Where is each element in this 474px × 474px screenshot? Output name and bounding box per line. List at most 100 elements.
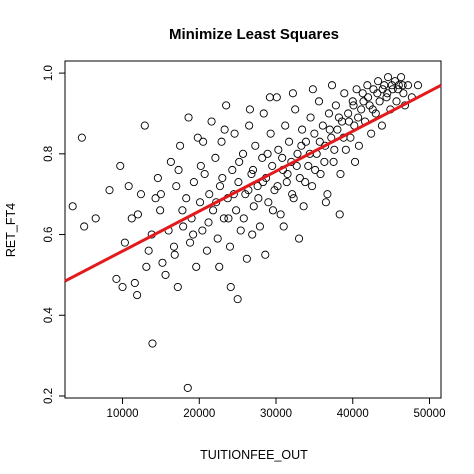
data-point	[230, 129, 239, 138]
data-point	[403, 81, 413, 90]
x-tick-label: 10000	[107, 408, 139, 420]
data-point	[270, 186, 279, 195]
data-point	[91, 214, 100, 223]
data-point	[241, 190, 250, 199]
data-point	[354, 141, 363, 150]
data-point	[283, 169, 292, 179]
data-point	[245, 121, 254, 130]
data-point	[189, 230, 198, 239]
data-point	[116, 161, 125, 170]
data-point	[387, 81, 396, 90]
data-point	[239, 214, 248, 223]
data-point	[184, 113, 193, 122]
data-point	[301, 178, 310, 187]
data-point	[279, 222, 288, 231]
data-point	[166, 157, 175, 166]
data-point	[215, 262, 224, 271]
data-point	[335, 210, 344, 219]
data-point	[215, 182, 225, 191]
data-point	[311, 165, 320, 175]
data-point	[378, 85, 387, 94]
y-tick-label: 0.8	[43, 146, 55, 162]
data-point	[384, 73, 393, 82]
data-point	[77, 133, 86, 142]
data-point	[233, 295, 242, 304]
data-point	[333, 125, 342, 134]
data-point	[264, 198, 273, 207]
data-point	[281, 121, 290, 130]
data-point	[314, 97, 324, 106]
data-point	[288, 190, 297, 199]
data-point	[151, 194, 160, 203]
data-point	[232, 206, 241, 215]
data-point	[304, 161, 313, 170]
data-point	[323, 190, 332, 199]
data-point	[226, 282, 235, 292]
data-point	[308, 182, 317, 191]
data-point	[399, 89, 408, 98]
data-point	[192, 262, 201, 271]
data-point	[316, 169, 325, 179]
data-point	[268, 206, 278, 215]
data-point	[348, 97, 357, 106]
data-point	[392, 97, 401, 106]
x-tick-label: 40000	[337, 408, 369, 420]
data-point	[371, 109, 380, 118]
data-point	[340, 89, 349, 98]
data-point	[224, 214, 233, 223]
data-point	[321, 141, 330, 150]
data-point	[235, 157, 244, 166]
data-point	[273, 182, 282, 191]
data-point	[120, 238, 129, 247]
data-point	[375, 97, 384, 106]
data-point	[315, 137, 324, 146]
data-point	[297, 141, 306, 150]
data-point	[310, 129, 319, 138]
data-point	[276, 210, 285, 219]
data-point	[374, 77, 383, 86]
data-point	[212, 198, 221, 207]
data-point	[354, 113, 363, 122]
data-point	[263, 149, 272, 158]
data-point	[377, 121, 386, 130]
data-point	[299, 202, 308, 211]
data-point	[222, 101, 231, 110]
data-point	[265, 93, 274, 102]
data-point	[234, 178, 243, 187]
data-point	[254, 194, 263, 203]
data-point	[388, 85, 397, 94]
data-point	[202, 246, 212, 255]
data-point	[330, 145, 339, 154]
data-point	[331, 101, 340, 110]
y-tick-label: 0.6	[43, 227, 55, 243]
data-point	[278, 153, 287, 162]
data-point	[124, 182, 133, 191]
data-point	[368, 105, 377, 114]
data-point	[285, 137, 294, 146]
data-point	[228, 165, 237, 175]
data-point	[68, 202, 77, 211]
data-point	[363, 81, 372, 90]
x-tick-label: 20000	[183, 408, 215, 420]
data-point	[295, 173, 304, 183]
data-point	[80, 222, 89, 231]
data-point	[218, 173, 227, 183]
data-point	[380, 81, 389, 90]
data-point	[161, 270, 170, 279]
data-point	[248, 165, 258, 175]
data-point	[291, 105, 300, 114]
data-point	[358, 89, 367, 98]
data-point	[179, 222, 188, 231]
data-point	[282, 178, 291, 187]
data-point	[373, 89, 382, 98]
data-point	[253, 182, 262, 191]
data-point	[245, 105, 254, 114]
data-point	[118, 282, 127, 292]
data-point	[219, 214, 228, 223]
data-point	[344, 109, 353, 118]
data-point	[133, 291, 142, 300]
data-point	[112, 274, 121, 283]
x-axis: 10000 20000 30000 40000 50000	[107, 398, 445, 420]
data-point	[261, 250, 270, 259]
data-point	[136, 190, 146, 199]
